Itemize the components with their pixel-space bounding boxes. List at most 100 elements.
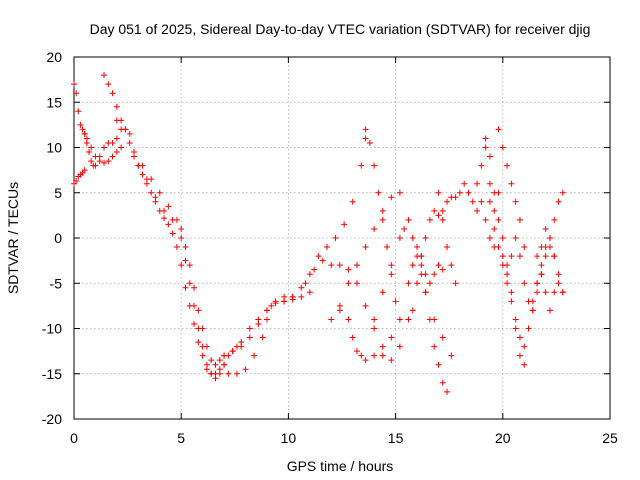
data-point bbox=[92, 162, 99, 169]
data-point bbox=[371, 162, 378, 169]
series-track-18 bbox=[418, 253, 446, 287]
data-point bbox=[169, 216, 176, 223]
data-point bbox=[113, 149, 120, 156]
data-point bbox=[161, 215, 168, 222]
data-point bbox=[156, 189, 163, 196]
data-point bbox=[96, 158, 103, 165]
data-point bbox=[512, 198, 519, 205]
data-point bbox=[559, 189, 566, 196]
grid bbox=[74, 57, 610, 419]
data-point bbox=[538, 262, 545, 269]
series-track-24 bbox=[495, 126, 528, 251]
data-point bbox=[246, 334, 253, 341]
data-point bbox=[345, 280, 352, 287]
data-point bbox=[191, 284, 198, 291]
data-point bbox=[448, 262, 455, 269]
data-point bbox=[538, 271, 545, 278]
data-point bbox=[178, 262, 185, 269]
data-point bbox=[354, 262, 361, 269]
data-point bbox=[486, 153, 493, 160]
data-point bbox=[439, 207, 446, 214]
data-point bbox=[384, 244, 391, 251]
series-track-07 bbox=[225, 302, 275, 377]
data-point bbox=[126, 130, 133, 137]
data-point bbox=[546, 235, 553, 241]
series-track-08 bbox=[221, 289, 313, 359]
data-point bbox=[298, 284, 305, 291]
data-point bbox=[81, 167, 88, 174]
data-point bbox=[302, 280, 309, 287]
data-point bbox=[366, 139, 373, 146]
data-point bbox=[152, 194, 159, 201]
data-point bbox=[375, 189, 382, 196]
data-point bbox=[182, 284, 189, 291]
data-point bbox=[161, 207, 168, 214]
data-point bbox=[512, 325, 519, 332]
data-point bbox=[255, 320, 262, 327]
data-point bbox=[426, 316, 433, 323]
data-point bbox=[512, 316, 519, 323]
x-tick-label: 20 bbox=[495, 430, 511, 446]
series-track-01 bbox=[71, 81, 133, 169]
y-tick-label: 0 bbox=[54, 230, 62, 246]
data-point bbox=[542, 253, 549, 260]
data-point bbox=[199, 352, 206, 359]
data-point bbox=[444, 244, 451, 251]
data-point bbox=[431, 271, 438, 278]
data-point bbox=[512, 235, 519, 241]
data-point bbox=[131, 149, 138, 156]
data-point bbox=[195, 339, 202, 346]
data-point bbox=[516, 352, 523, 359]
data-point bbox=[371, 316, 378, 323]
data-point bbox=[113, 103, 120, 110]
data-point bbox=[88, 158, 95, 165]
y-tick-labels: -20 -15 -10 -5 0 5 10 15 20 bbox=[42, 49, 62, 427]
data-point bbox=[426, 216, 433, 223]
data-point bbox=[474, 180, 481, 187]
data-point bbox=[203, 361, 210, 368]
y-tick-label: 5 bbox=[54, 185, 62, 201]
data-point bbox=[504, 271, 511, 278]
data-point bbox=[491, 225, 498, 232]
data-point bbox=[444, 198, 451, 205]
data-point bbox=[474, 207, 481, 214]
data-point bbox=[401, 225, 408, 232]
data-point bbox=[486, 198, 493, 205]
data-point bbox=[73, 90, 80, 97]
data-point bbox=[392, 298, 399, 305]
data-point bbox=[268, 302, 275, 309]
data-point bbox=[499, 144, 506, 151]
data-point bbox=[439, 334, 446, 341]
data-point bbox=[422, 235, 429, 241]
data-point bbox=[469, 198, 476, 205]
data-point bbox=[225, 370, 232, 377]
data-point bbox=[499, 253, 506, 260]
data-point bbox=[306, 289, 313, 296]
data-point bbox=[435, 361, 442, 368]
data-point bbox=[242, 366, 249, 373]
y-tick-label: -10 bbox=[42, 321, 62, 337]
data-point bbox=[504, 280, 511, 287]
data-point bbox=[439, 379, 446, 386]
y-tick-label: 10 bbox=[46, 140, 62, 156]
data-point bbox=[221, 352, 228, 359]
data-point bbox=[521, 244, 528, 251]
data-point bbox=[113, 117, 120, 124]
data-point bbox=[491, 207, 498, 214]
axis-ticks bbox=[73, 56, 611, 420]
data-point bbox=[101, 144, 108, 151]
data-point bbox=[461, 180, 468, 187]
data-point bbox=[238, 343, 245, 350]
data-point bbox=[508, 180, 515, 187]
data-point bbox=[379, 343, 386, 350]
data-point bbox=[289, 293, 296, 300]
data-point bbox=[71, 81, 77, 88]
data-point bbox=[521, 343, 528, 350]
data-point bbox=[182, 257, 189, 264]
data-point bbox=[122, 126, 129, 133]
x-axis-label: GPS time / hours bbox=[287, 458, 394, 474]
x-tick-label: 10 bbox=[281, 430, 297, 446]
data-point bbox=[126, 139, 133, 146]
data-point bbox=[328, 316, 335, 323]
